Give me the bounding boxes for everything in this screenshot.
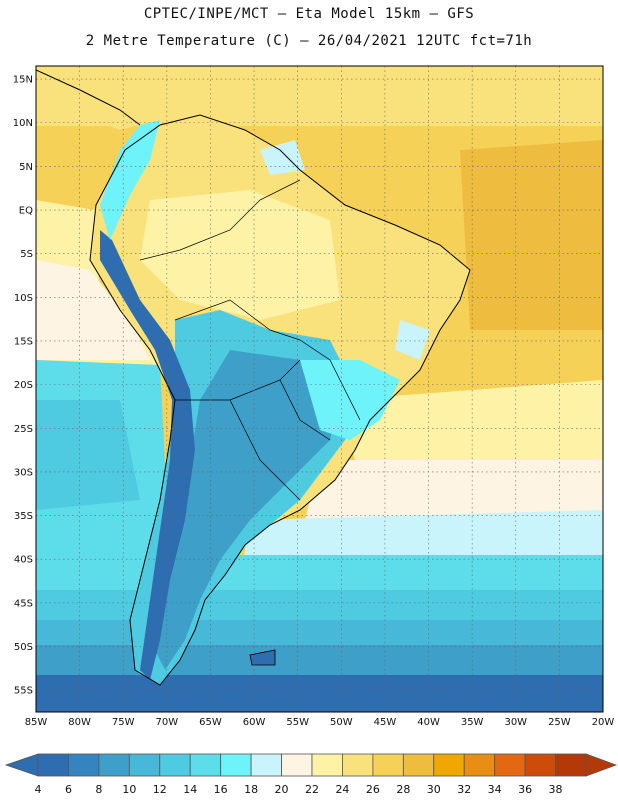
- lon-label: 70W: [156, 717, 179, 728]
- colorbar-swatch: [98, 753, 130, 777]
- colorbar-left-arrow: [4, 753, 39, 777]
- lat-label: 50S: [14, 642, 33, 653]
- colorbar: 4 6 8 10 12 14 16 18 20 22 24 26 28 30 32 34 36 38: [4, 753, 618, 796]
- pacific-cream: [36, 260, 150, 360]
- lat-label: 20S: [14, 380, 33, 391]
- lon-label: 30W: [504, 717, 527, 728]
- colorbar-label: 18: [244, 783, 258, 796]
- lon-label: 60W: [243, 717, 266, 728]
- lon-label: 75W: [112, 717, 135, 728]
- colorbar-label: 20: [275, 783, 289, 796]
- lat-label: 5N: [19, 162, 33, 173]
- colorbar-label: 16: [214, 783, 228, 796]
- lon-label: 45W: [374, 717, 397, 728]
- lon-label: 35W: [461, 717, 484, 728]
- title-line-2: 2 Metre Temperature (C) – 26/04/2021 12U…: [85, 33, 533, 49]
- lat-label: 35S: [14, 511, 33, 522]
- colorbar-label: 6: [65, 783, 72, 796]
- colorbar-swatch: [311, 753, 343, 777]
- colorbar-label: 28: [396, 783, 410, 796]
- colorbar-swatch: [128, 753, 161, 777]
- colorbar-swatch: [37, 753, 69, 777]
- coastline: [89, 114, 471, 686]
- northern-andes-cool: [100, 120, 160, 240]
- colorbar-swatch: [250, 753, 282, 777]
- lat-label: 15S: [14, 336, 33, 347]
- colorbar-swatch: [402, 753, 435, 777]
- amazon-interior: [140, 190, 340, 320]
- falkland-islands: [249, 649, 276, 666]
- colorbar-swatch: [68, 753, 100, 777]
- map-field: [36, 66, 603, 712]
- colorbar-label: 12: [153, 783, 167, 796]
- lon-label: 20W: [592, 717, 615, 728]
- lon-label: 85W: [25, 717, 48, 728]
- colorbar-swatch: [372, 753, 404, 777]
- colorbar-label: 38: [549, 783, 563, 796]
- lat-label: 55S: [14, 686, 33, 697]
- colorbar-swatch: [189, 753, 222, 777]
- title-line-1: CPTEC/INPE/MCT – Eta Model 15km – GFS: [143, 6, 475, 22]
- colorbar-swatch: [159, 753, 191, 777]
- band-12: [36, 590, 603, 620]
- lat-label: 10S: [14, 293, 33, 304]
- lat-label: 40S: [14, 555, 33, 566]
- central-america-coast: [36, 69, 141, 126]
- lat-label: EQ: [19, 206, 33, 217]
- longitude-labels: 85W 80W 75W 70W 65W 60W 55W 50W 45W 40W 35W 30W 25W 2…: [25, 717, 615, 728]
- map-frame: [35, 65, 604, 713]
- south-pacific-cooler: [36, 400, 140, 510]
- colorbar-label: 8: [95, 783, 102, 796]
- colorbar-right-arrow: [585, 753, 618, 777]
- lat-label: 10N: [13, 118, 33, 129]
- lon-label: 80W: [68, 717, 91, 728]
- colorbar-label: 14: [183, 783, 197, 796]
- colorbar-swatch: [342, 753, 374, 777]
- central-america-land: [36, 70, 140, 130]
- colorbar-swatch: [494, 753, 526, 777]
- lat-label: 5S: [20, 249, 33, 260]
- east-atlantic-warm: [460, 140, 603, 330]
- country-borders: [139, 179, 361, 501]
- pampas-cool: [150, 350, 340, 670]
- band-10: [36, 620, 603, 645]
- south-atlantic-yellow: [340, 380, 603, 480]
- colorbar-swatch: [524, 753, 556, 777]
- colorbar-label: 4: [35, 783, 42, 796]
- band-8: [36, 645, 603, 675]
- lon-label: 55W: [286, 717, 309, 728]
- colorbar-swatch: [463, 753, 496, 777]
- colorbar-label: 30: [427, 783, 441, 796]
- lat-label: 25S: [14, 424, 33, 435]
- colorbar-label: 22: [305, 783, 319, 796]
- lon-label: 65W: [199, 717, 222, 728]
- lon-label: 25W: [548, 717, 571, 728]
- northern-sea-field: [36, 66, 603, 126]
- colorbar-label: 34: [488, 783, 502, 796]
- colorbar-swatch: [555, 753, 587, 777]
- band-4: [36, 675, 603, 712]
- colorbar-swatch: [433, 753, 465, 777]
- latitude-labels: 15N 10N 5N EQ 5S 10S 15S 20S 25S 30S 35S 40S 45S 50S 5…: [13, 75, 33, 697]
- lon-label: 50W: [330, 717, 353, 728]
- colorbar-label: 26: [366, 783, 380, 796]
- lat-label: 15N: [13, 75, 33, 86]
- lat-lon-grid: [36, 66, 603, 712]
- lat-label: 45S: [14, 598, 33, 609]
- colorbar-label: 36: [518, 783, 532, 796]
- lon-label: 40W: [417, 717, 440, 728]
- central-highland-patch: [395, 320, 430, 360]
- colorbar-label: 24: [335, 783, 349, 796]
- lat-label: 30S: [14, 467, 33, 478]
- colorbar-swatch: [281, 753, 313, 777]
- colorbar-swatch: [220, 753, 252, 777]
- andes-ridge: [100, 230, 195, 680]
- colorbar-label: 32: [457, 783, 471, 796]
- band-14: [36, 555, 603, 590]
- colorbar-label: 10: [122, 783, 136, 796]
